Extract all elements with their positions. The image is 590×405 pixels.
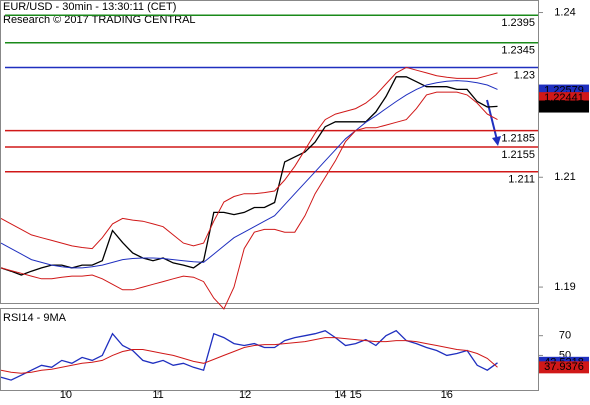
x-tick-label: 11 (152, 389, 163, 400)
chart-title: EUR/USD - 30min - 13:30:11 (CET) (3, 1, 176, 13)
level-label: 1.2345 (501, 45, 535, 57)
x-tick-label: 16 (441, 389, 453, 400)
forecast-arrowhead (492, 136, 501, 146)
series-line (0, 91, 498, 310)
price-tag-label: 1.22288 (544, 100, 584, 112)
price-tag (539, 361, 589, 374)
level-label: 1.2395 (501, 17, 535, 29)
series-line (0, 337, 498, 374)
level-label: 1.2185 (501, 132, 535, 144)
x-tick-label: 12 (239, 389, 251, 400)
x-tick-label: 14 (334, 389, 346, 400)
series-line (0, 66, 498, 250)
level-label: 1.211 (508, 174, 535, 186)
y-tick-label: 1.21 (554, 171, 575, 183)
series-line (0, 329, 498, 381)
y-tick-label: 70 (559, 330, 571, 342)
chart-subtitle: Research © 2017 TRADING CENTRAL (3, 14, 196, 26)
rsi-frame (0, 308, 539, 391)
y-tick-label: 1.24 (554, 6, 575, 18)
series-line (0, 80, 498, 269)
y-tick-label: 1.19 (554, 281, 575, 293)
level-label: 1.2155 (501, 149, 535, 161)
level-label: 1.23 (514, 69, 535, 81)
x-tick-label: 15 (349, 389, 361, 400)
main-frame (0, 0, 539, 304)
price-tag (539, 100, 589, 113)
rsi-title: RSI14 - 9MA (3, 312, 67, 324)
price-tag-label: 37.9376 (544, 361, 584, 373)
series-line (0, 76, 498, 276)
x-tick-label: 10 (60, 389, 72, 400)
